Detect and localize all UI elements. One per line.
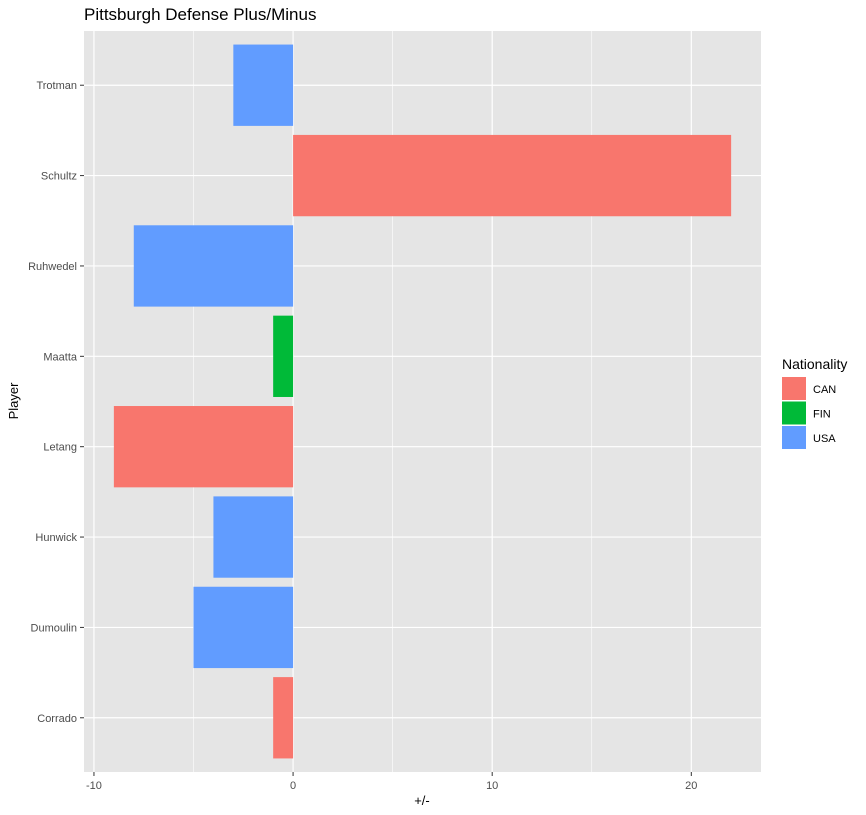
x-tick-label: 10 — [486, 780, 498, 792]
y-tick-label: Trotman — [36, 80, 77, 92]
bar-letang — [113, 406, 294, 488]
x-axis: -10 0 10 20 — [86, 772, 697, 792]
legend-key-can — [782, 377, 806, 400]
chart-title: Pittsburgh Defense Plus/Minus — [84, 5, 316, 24]
y-tick-label: Dumoulin — [31, 622, 77, 634]
y-tick-label: Corrado — [37, 713, 77, 725]
legend-key-fin — [782, 401, 806, 425]
x-tick-label: -10 — [86, 780, 102, 792]
bar-ruhwedel — [133, 225, 294, 307]
bar-hunwick — [213, 496, 294, 578]
bar-dumoulin — [193, 586, 294, 669]
legend: Nationality CAN FIN USA — [782, 356, 847, 449]
y-tick-label: Schultz — [41, 171, 77, 183]
y-tick-label: Maatta — [43, 351, 78, 363]
y-tick-label: Hunwick — [35, 532, 77, 544]
y-axis: Corrado Dumoulin Hunwick Letang Maatta Ruhwed… — [28, 80, 84, 725]
bar-maatta — [273, 315, 294, 397]
bar-trotman — [233, 44, 294, 126]
y-axis-title: Player — [6, 382, 21, 420]
bar-schultz — [293, 134, 732, 217]
legend-key-usa — [782, 426, 806, 449]
y-tick-label: Letang — [43, 442, 77, 454]
legend-title: Nationality — [782, 356, 847, 372]
y-tick-label: Ruhwedel — [28, 261, 77, 273]
bar-corrado — [273, 677, 294, 759]
x-tick-label: 20 — [685, 780, 697, 792]
legend-label: USA — [813, 433, 836, 445]
x-tick-label: 0 — [290, 780, 296, 792]
legend-label: FIN — [813, 409, 831, 421]
legend-label: CAN — [813, 384, 836, 396]
bars — [113, 44, 732, 759]
x-axis-title: +/- — [414, 793, 430, 808]
legend-items: CAN FIN USA — [782, 377, 836, 449]
